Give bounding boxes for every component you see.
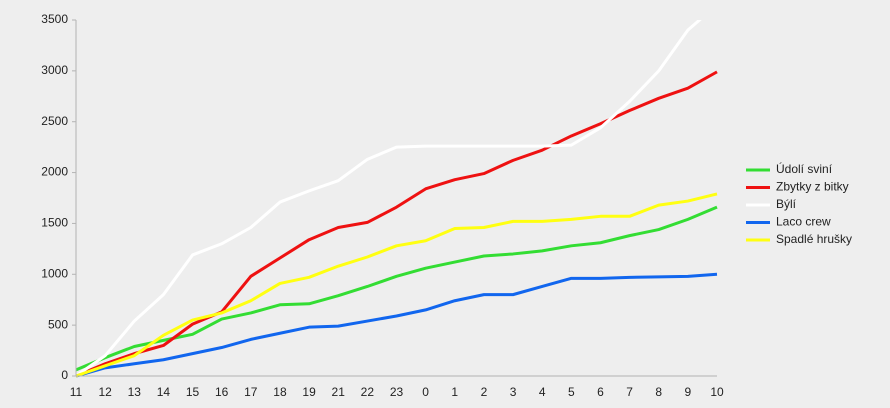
series-line (75, 20, 702, 378)
x-tick-label: 2 (481, 385, 488, 399)
y-tick-label: 1500 (41, 216, 68, 230)
y-tick-label: 500 (48, 317, 68, 331)
x-tick-label: 1 (451, 385, 458, 399)
legend-label: Býlí (776, 197, 797, 211)
x-tick-label: 21 (332, 385, 346, 399)
x-tick-label: 6 (597, 385, 604, 399)
x-tick-label: 17 (244, 385, 258, 399)
x-tick-label: 3 (510, 385, 517, 399)
x-tick-label: 10 (710, 385, 724, 399)
series-line (75, 192, 718, 378)
x-tick-label: 7 (626, 385, 633, 399)
y-tick-label: 1000 (41, 266, 68, 280)
x-tick-label: 13 (128, 385, 142, 399)
x-tick-label: 16 (215, 385, 229, 399)
x-tick-label: 8 (655, 385, 662, 399)
x-tick-label: 4 (539, 385, 546, 399)
x-tick-label: 9 (685, 385, 692, 399)
x-tick-label: 12 (98, 385, 112, 399)
x-tick-label: 22 (361, 385, 375, 399)
x-tick-label: 18 (273, 385, 287, 399)
x-tick-label: 11 (70, 385, 83, 399)
x-tick-label: 0 (422, 385, 429, 399)
y-tick-label: 3000 (41, 63, 68, 77)
x-tick-label: 14 (157, 385, 171, 399)
legend-label: Laco crew (776, 215, 831, 229)
plot-area (75, 20, 718, 378)
legend-label: Spadlé hrušky (776, 232, 852, 246)
y-tick-label: 2500 (41, 114, 68, 128)
series-line (75, 272, 718, 378)
y-tick-label: 0 (61, 368, 68, 382)
legend-label: Zbytky z bitky (776, 180, 849, 194)
x-tick-label: 23 (390, 385, 404, 399)
series-line (75, 205, 718, 372)
x-tick-label: 5 (568, 385, 575, 399)
x-tick-label: 15 (186, 385, 200, 399)
y-tick-label: 2000 (41, 165, 68, 179)
y-tick-label: 3500 (41, 12, 68, 26)
x-tick-label: 19 (302, 385, 316, 399)
legend-label: Údolí sviní (776, 161, 833, 176)
